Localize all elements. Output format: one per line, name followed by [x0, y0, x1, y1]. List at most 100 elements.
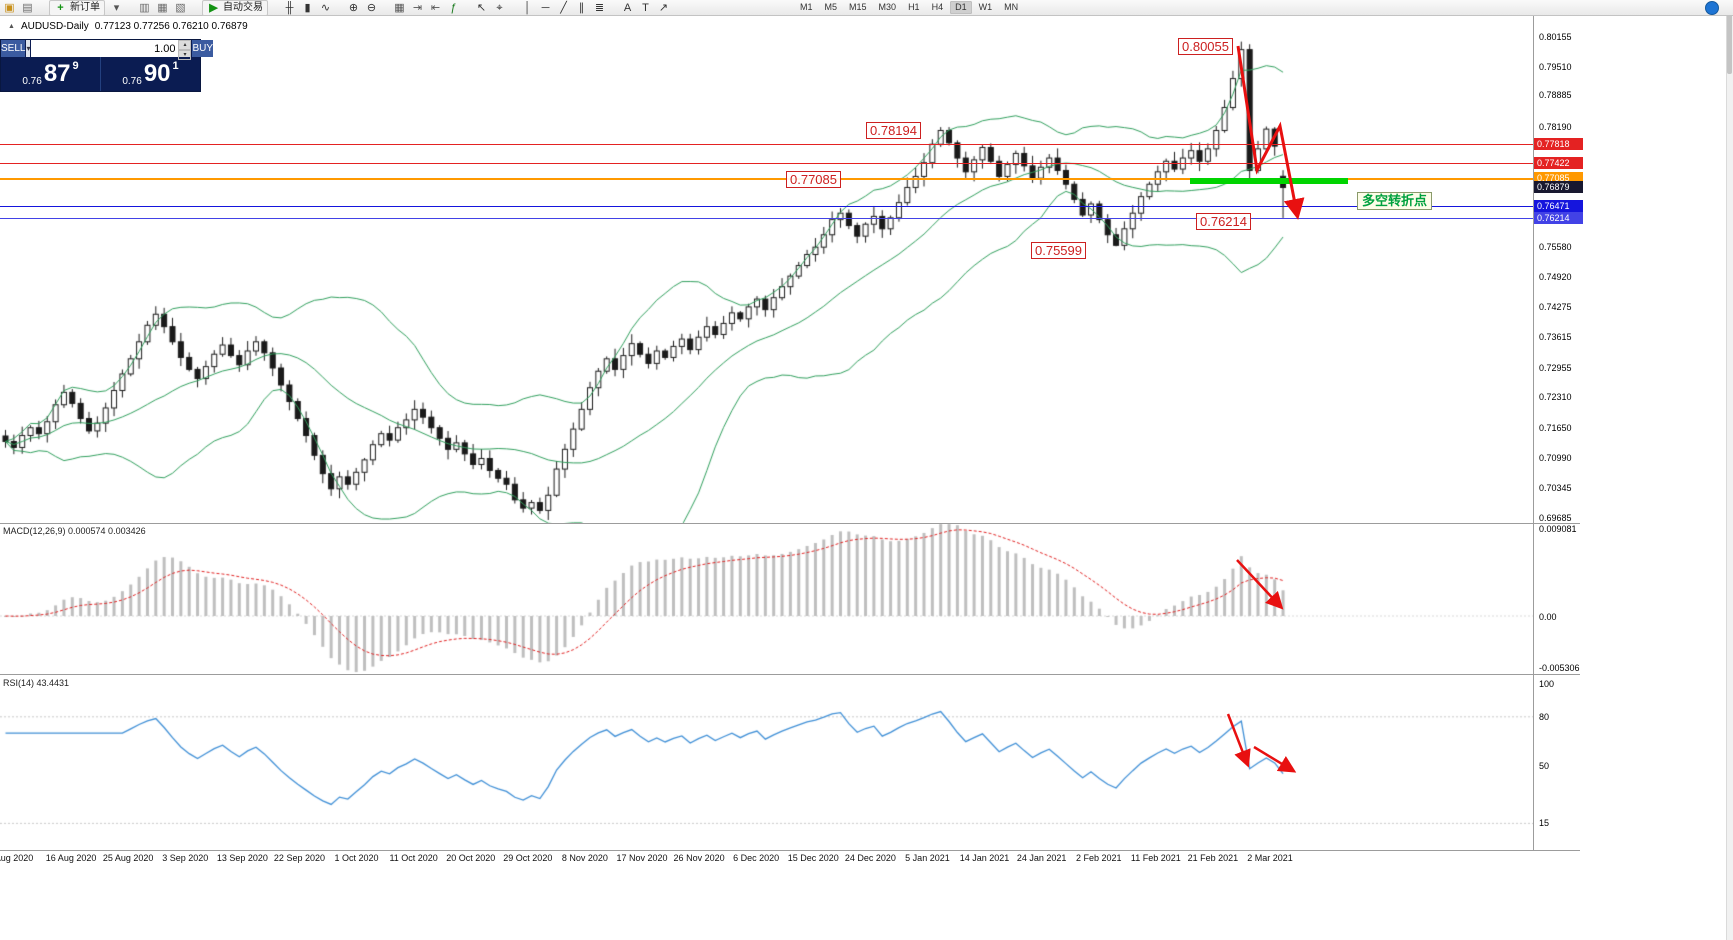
one-click-trading-panel: SELL ▾ ▴ ▾ BUY 0.76 87 9 0.76 90 1	[0, 39, 214, 92]
level-price-tag: 0.77085	[1534, 172, 1583, 185]
macd-label: MACD(12,26,9) 0.000574 0.003426	[3, 526, 146, 536]
feb-low-price-label[interactable]: 0.75599	[1031, 242, 1086, 259]
peak-price-label[interactable]: 0.80055	[1178, 38, 1233, 55]
volume-decrease-button[interactable]: ▾	[178, 50, 192, 60]
zoom-out-icon[interactable]: ⊖	[366, 1, 377, 14]
community-icon[interactable]	[1705, 0, 1719, 15]
chart-ohlc-values: 0.77123 0.77256 0.76210 0.76879	[94, 21, 248, 32]
timeframe-m30[interactable]: M30	[878, 2, 897, 12]
level-price-tag: 0.76471	[1534, 200, 1583, 213]
autotrade-button-label: 自动交易	[223, 1, 263, 13]
horizontal-line-0.76214[interactable]	[0, 218, 1533, 219]
price-axis-tick: 0.69685	[1539, 512, 1572, 523]
order-group: + 新订单 ▾	[49, 0, 123, 16]
crosshair-icon[interactable]: ⌖	[496, 1, 503, 14]
profiles-icon[interactable]: ▤	[22, 1, 33, 14]
timeframe-w1[interactable]: W1	[978, 2, 993, 12]
vertical-line-icon[interactable]: │	[524, 1, 531, 14]
cursor-icon[interactable]: ↖	[476, 1, 487, 14]
window-tools: ▦ ⇥ ⇤ ƒ	[393, 1, 460, 15]
channel-icon[interactable]: ∥	[578, 1, 585, 14]
support-zone-bar[interactable]	[1190, 178, 1348, 184]
date-axis-label: 2 Feb 2021	[1075, 853, 1122, 863]
sell-price-button[interactable]: 0.76 87 9	[1, 57, 101, 91]
toolbar-groups: ▣ ▤ + 新订单 ▾ ▥ ▦ ▧ ▶ 自动交易 ╫ ▮ ∿ ⊕ ⊖ ▦ ⇥ ⇤ ƒ ↖ ⌖ │ ─ ╱ ∥ ≣ A T ↗	[3, 0, 685, 16]
tile-vertically-icon[interactable]: ▧	[175, 1, 186, 14]
window-icons: ▣ ▤	[3, 1, 34, 15]
timeframe-m15[interactable]: M15	[849, 2, 867, 12]
date-axis-label: 11 Oct 2020	[389, 853, 438, 863]
candlestick-chart-icon[interactable]: ▮	[304, 1, 311, 14]
macd-axis-tick: -0.005306	[1539, 663, 1580, 674]
macd-axis-tick: 0.009081	[1539, 524, 1577, 535]
date-axis-label: 24 Dec 2020	[844, 853, 896, 863]
timeframe-m5[interactable]: M5	[824, 2, 838, 12]
horizontal-line-0.77085[interactable]	[0, 178, 1533, 180]
rsi-axis-tick: 15	[1539, 818, 1550, 829]
chart-canvas[interactable]	[0, 0, 1533, 868]
date-axis-label: 3 Sep 2020	[162, 853, 209, 863]
bar-chart-icon[interactable]: ╫	[285, 1, 294, 14]
collapse-icon[interactable]: ▲	[8, 23, 15, 30]
buy-price-button[interactable]: 0.76 90 1	[101, 57, 200, 91]
horizontal-line-0.76471[interactable]	[0, 206, 1533, 207]
rsi-axis-tick: 50	[1539, 761, 1550, 771]
date-axis-label: 26 Nov 2020	[673, 853, 725, 863]
price-axis-separator	[1533, 16, 1534, 850]
label-icon[interactable]: T	[642, 1, 649, 14]
new-order-button-label: 新订单	[70, 1, 100, 13]
chart-shift-icon[interactable]: ⇤	[430, 1, 441, 14]
timeframe-h4[interactable]: H4	[931, 2, 944, 12]
volume-input[interactable]	[31, 40, 179, 57]
zoom-in-icon[interactable]: ⊕	[348, 1, 359, 14]
level-price-tag: 0.77422	[1534, 156, 1583, 169]
cascade-windows-icon[interactable]: ▥	[139, 1, 150, 14]
horizontal-line-0.77422[interactable]	[0, 163, 1533, 164]
sell-price-small: 0.76	[22, 76, 42, 87]
macd-panel-separator[interactable]	[0, 523, 1580, 524]
date-axis-label: 24 Jan 2021	[1016, 853, 1067, 863]
price-axis-tick: 0.78885	[1539, 90, 1572, 101]
horizontal-line-0.77818[interactable]	[0, 144, 1533, 145]
new-order-button[interactable]: + 新订单	[49, 0, 105, 16]
timeframe-h1[interactable]: H1	[908, 2, 920, 12]
date-axis-label: 29 Oct 2020	[503, 853, 553, 863]
line-chart-icon[interactable]: ∿	[320, 1, 331, 14]
orange-level-price-label[interactable]: 0.77085	[786, 171, 841, 188]
price-axis-tick: 0.72310	[1539, 392, 1572, 403]
text-icon[interactable]: A	[623, 1, 632, 14]
tile-windows-icon[interactable]: ▦	[394, 1, 405, 14]
timeframe-mn[interactable]: MN	[1004, 2, 1019, 12]
rsi-panel-separator[interactable]	[0, 674, 1580, 675]
tile-horizontally-icon[interactable]: ▦	[157, 1, 168, 14]
turning-point-note[interactable]: 多空转折点	[1357, 192, 1433, 210]
date-axis-label: 1 Oct 2020	[334, 853, 379, 863]
blue-level-price-label[interactable]: 0.76214	[1196, 213, 1251, 230]
date-axis-label: 22 Sep 2020	[273, 853, 325, 863]
price-axis-tick: 0.74275	[1539, 302, 1572, 313]
scrollbar-thumb[interactable]	[1727, 2, 1732, 74]
horizontal-line-icon[interactable]: ─	[541, 1, 550, 14]
sell-price-big: 87	[43, 60, 71, 87]
auto-scroll-icon[interactable]: ⇥	[412, 1, 423, 14]
indicators-icon[interactable]: ƒ	[450, 1, 457, 14]
new-order-dropdown-icon[interactable]: ▾	[113, 1, 120, 14]
volume-increase-button[interactable]: ▴	[178, 40, 192, 50]
price-axis-tick: 0.73615	[1539, 332, 1572, 343]
object-tools: A T ↗	[621, 1, 670, 15]
timeframe-m1[interactable]: M1	[800, 2, 813, 12]
vertical-scrollbar[interactable]	[1726, 0, 1733, 940]
sell-button[interactable]: SELL	[1, 40, 27, 57]
date-axis-label: Aug 2020	[0, 853, 34, 863]
new-chart-icon[interactable]: ▣	[4, 1, 15, 14]
timeframe-d1[interactable]: D1	[950, 1, 972, 14]
buy-button[interactable]: BUY	[191, 40, 214, 57]
date-axis-label: 11 Feb 2021	[1130, 853, 1181, 863]
date-axis-label: 15 Dec 2020	[787, 853, 839, 863]
jan-high-price-label[interactable]: 0.78194	[866, 122, 921, 139]
autotrade-button[interactable]: ▶ 自动交易	[202, 0, 268, 16]
trendline-icon[interactable]: ╱	[560, 1, 567, 14]
fibonacci-icon[interactable]: ≣	[594, 1, 605, 14]
arrows-icon[interactable]: ↗	[658, 1, 669, 14]
order-type-dropdown[interactable]: ▾	[26, 40, 32, 57]
